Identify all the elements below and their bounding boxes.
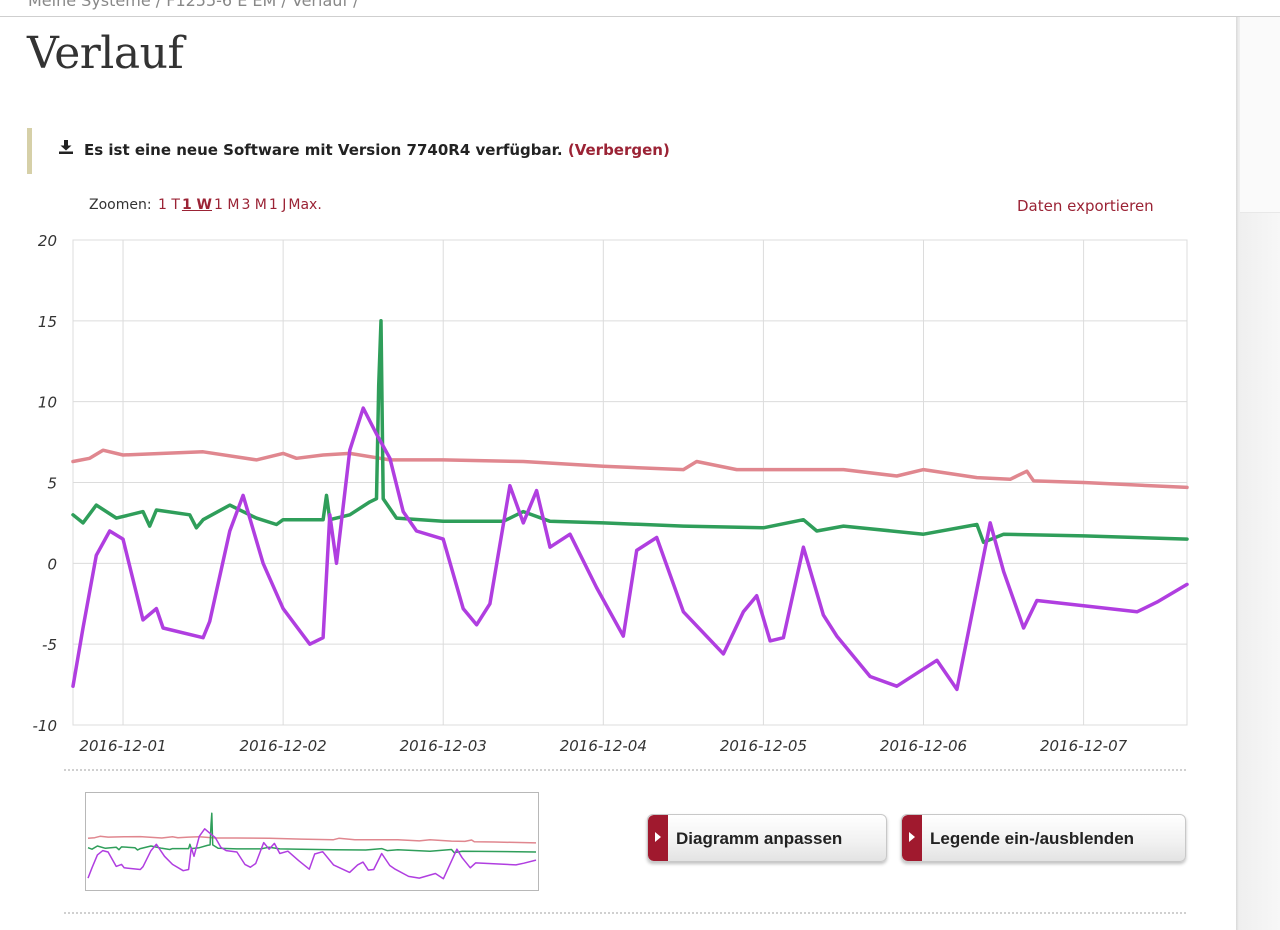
notice-message: Es ist eine neue Software mit Version 77… [84,141,563,159]
breadcrumb-text: Meine Systeme / F1255-6 E EM / Verlauf / [28,0,359,10]
zoom-label: Zoomen: [89,197,152,213]
y-tick-label: -10 [33,717,58,735]
button-arrow-icon [648,815,668,861]
button-arrow-icon [902,815,922,861]
y-tick-label: -5 [42,636,57,654]
y-tick-label: 20 [38,232,57,250]
x-tick-label: 2016-12-02 [240,737,327,755]
x-tick-label: 2016-12-05 [720,737,807,755]
page-title: Verlauf [27,28,184,79]
x-tick-label: 2016-12-01 [79,737,166,755]
export-data-link[interactable]: Daten exportieren [1017,197,1154,215]
download-icon [59,140,73,154]
adjust-diagram-button[interactable]: Diagramm anpassen [647,814,887,862]
notice-text: Es ist eine neue Software mit Version 77… [84,141,670,159]
breadcrumb: Meine Systeme / F1255-6 E EM / Verlauf / [0,0,1280,17]
series-line-1 [71,319,1189,545]
hide-notice-link[interactable]: (Verbergen) [567,141,670,159]
navigator-series-0 [87,835,537,844]
x-tick-label: 2016-12-07 [1040,737,1128,755]
software-update-notice: Es ist eine neue Software mit Version 77… [27,128,670,174]
toggle-legend-label: Legende ein-/ausblenden [930,829,1135,848]
zoom-option-4[interactable]: 1 J [268,197,287,213]
y-tick-label: 15 [38,313,57,331]
y-tick-label: 10 [38,394,57,412]
zoom-option-1[interactable]: 1 W [181,197,212,213]
x-tick-label: 2016-12-06 [880,737,967,755]
right-panel-edge [1236,17,1280,930]
divider-bottom [64,912,1186,914]
series-line-0 [71,448,1189,490]
series-line-2 [71,406,1189,692]
y-tick-label: 5 [47,475,57,493]
divider-top [64,769,1186,771]
y-tick-label: 0 [47,555,57,573]
history-line-chart: 20 15 10 5 0 -5 -10 2016-12-01 2016-12-02 2016-12… [33,232,1189,755]
navigator-chart [87,812,537,880]
right-panel-box [1240,17,1280,213]
toggle-legend-button[interactable]: Legende ein-/ausblenden [901,814,1186,862]
navigator-series-2 [87,828,537,880]
zoom-option-0[interactable]: 1 T [158,197,180,213]
navigator-series-1 [87,812,537,854]
zoom-option-2[interactable]: 1 M [214,197,240,213]
adjust-diagram-label: Diagramm anpassen [676,829,843,848]
x-tick-label: 2016-12-04 [560,737,647,755]
zoom-option-3[interactable]: 3 M [241,197,267,213]
x-tick-label: 2016-12-03 [400,737,487,755]
navigator-overview[interactable] [85,792,539,891]
zoom-option-5[interactable]: Max. [288,197,322,213]
